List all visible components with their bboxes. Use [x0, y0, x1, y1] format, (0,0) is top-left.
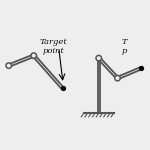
Circle shape [6, 63, 12, 68]
Text: T
p: T p [121, 38, 127, 55]
Circle shape [31, 53, 36, 58]
Circle shape [115, 75, 120, 81]
Text: Target
point: Target point [40, 38, 68, 55]
Circle shape [96, 55, 102, 61]
